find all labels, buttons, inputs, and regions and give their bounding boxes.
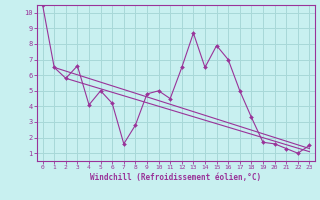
X-axis label: Windchill (Refroidissement éolien,°C): Windchill (Refroidissement éolien,°C) <box>91 173 261 182</box>
